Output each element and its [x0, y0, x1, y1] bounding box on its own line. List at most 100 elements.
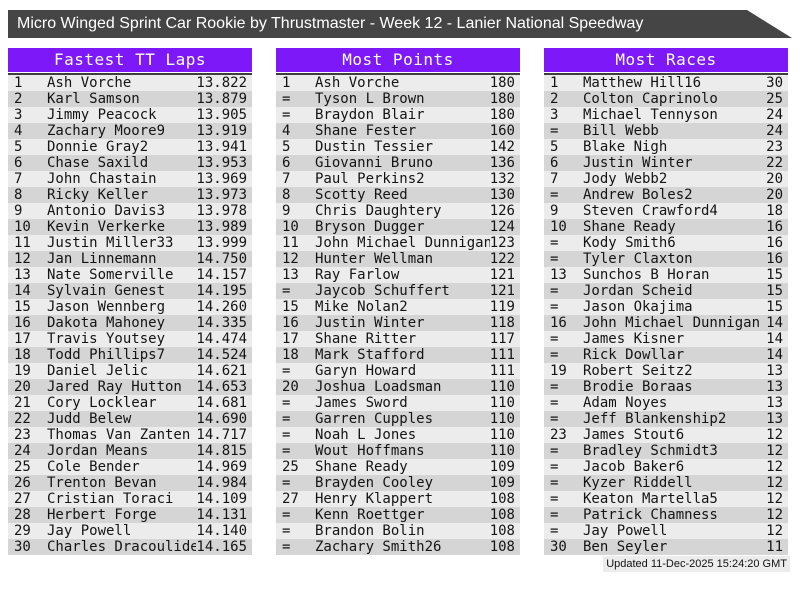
table-row: 7 Jody Webb2 20 — [544, 171, 788, 187]
value-cell: 13.989 — [196, 219, 247, 235]
driver-name-cell: Chris Daughtery — [315, 203, 442, 219]
table-row: 22 Judd Belew 14.690 — [8, 411, 252, 427]
rank-cell: 18 — [14, 347, 31, 363]
driver-name-cell: Steven Crawford4 — [583, 203, 718, 219]
driver-name-cell: Brodie Boraas — [583, 379, 693, 395]
rank-cell: 5 — [14, 139, 23, 155]
driver-name-cell: Dustin Tessier — [315, 139, 434, 155]
value-cell: 110 — [489, 395, 515, 411]
rank-cell: 23 — [550, 427, 567, 443]
value-cell: 14 — [766, 331, 783, 347]
value-cell: 109 — [489, 459, 515, 475]
rank-cell: 27 — [14, 491, 31, 507]
value-cell: 11 — [766, 539, 783, 555]
driver-name-cell: Justin Miller33 — [47, 235, 174, 251]
table-row: 1 Ash Vorche 13.822 — [8, 75, 252, 91]
driver-name-cell: Dakota Mahoney — [47, 315, 166, 331]
value-cell: 24 — [766, 123, 783, 139]
table-row: = Garren Cupples 110 — [276, 411, 520, 427]
table-row: 16 Dakota Mahoney 14.335 — [8, 315, 252, 331]
table-row: 13 Ray Farlow 121 — [276, 267, 520, 283]
driver-name-cell: Todd Phillips7 — [47, 347, 166, 363]
value-cell: 13.905 — [196, 107, 247, 123]
table-row: 1 Matthew Hill16 30 — [544, 75, 788, 91]
table-row: = Jaycob Schuffert 121 — [276, 283, 520, 299]
value-cell: 180 — [489, 107, 515, 123]
value-cell: 13.822 — [196, 75, 247, 91]
driver-name-cell: Jared Ray Hutton — [47, 379, 182, 395]
table-row: 7 Paul Perkins2 132 — [276, 171, 520, 187]
rank-cell: = — [282, 107, 291, 123]
value-cell: 25 — [766, 91, 783, 107]
driver-name-cell: Zachary Smith26 — [315, 539, 442, 555]
rank-cell: = — [550, 411, 559, 427]
value-cell: 13.953 — [196, 155, 247, 171]
rank-cell: = — [550, 443, 559, 459]
rank-cell: 8 — [14, 187, 23, 203]
value-cell: 108 — [489, 539, 515, 555]
value-cell: 20 — [766, 171, 783, 187]
rank-cell: = — [282, 507, 291, 523]
driver-name-cell: Ben Seyler — [583, 539, 668, 555]
rank-cell: 16 — [282, 315, 299, 331]
value-cell: 14.335 — [196, 315, 247, 331]
driver-name-cell: Brandon Bolin — [315, 523, 425, 539]
rank-cell: = — [550, 347, 559, 363]
driver-name-cell: Henry Klappert — [315, 491, 434, 507]
rank-cell: 27 — [282, 491, 299, 507]
table-row: = Kyzer Riddell 12 — [544, 475, 788, 491]
driver-name-cell: Garren Cupples — [315, 411, 434, 427]
value-cell: 24 — [766, 107, 783, 123]
driver-name-cell: Jeff Blankenship2 — [583, 411, 727, 427]
table-row: 25 Cole Bender 14.969 — [8, 459, 252, 475]
driver-name-cell: John Michael Dunnigan — [583, 315, 761, 331]
value-cell: 130 — [489, 187, 515, 203]
table-row: 5 Dustin Tessier 142 — [276, 139, 520, 155]
table-row: 3 Michael Tennyson 24 — [544, 107, 788, 123]
driver-name-cell: Jimmy Peacock — [47, 107, 157, 123]
rank-cell: = — [282, 395, 291, 411]
table-row: = Adam Noyes 13 — [544, 395, 788, 411]
table-row: 10 Kevin Verkerke 13.989 — [8, 219, 252, 235]
rank-cell: = — [550, 491, 559, 507]
table-row: 28 Herbert Forge 14.131 — [8, 507, 252, 523]
table-row: 12 Hunter Wellman 122 — [276, 251, 520, 267]
rank-cell: 20 — [14, 379, 31, 395]
rank-cell: 2 — [550, 91, 559, 107]
driver-name-cell: Daniel Jelic — [47, 363, 149, 379]
driver-name-cell: Bryson Dugger — [315, 219, 425, 235]
rank-cell: = — [550, 379, 559, 395]
rank-cell: 9 — [14, 203, 23, 219]
boards-container: Fastest TT Laps 1 Ash Vorche 13.822 2 Ka… — [8, 48, 788, 555]
table-row: 10 Shane Ready 16 — [544, 219, 788, 235]
driver-name-cell: Adam Noyes — [583, 395, 668, 411]
table-row: 16 Justin Winter 118 — [276, 315, 520, 331]
value-cell: 14.653 — [196, 379, 247, 395]
rank-cell: = — [550, 299, 559, 315]
table-row: 5 Donnie Gray2 13.941 — [8, 139, 252, 155]
table-row: 4 Zachary Moore9 13.919 — [8, 123, 252, 139]
driver-name-cell: John Michael Dunnigan — [315, 235, 490, 251]
rank-cell: 6 — [550, 155, 559, 171]
table-row: 10 Bryson Dugger 124 — [276, 219, 520, 235]
rank-cell: 9 — [282, 203, 291, 219]
table-row: = Noah L Jones 110 — [276, 427, 520, 443]
value-cell: 124 — [489, 219, 515, 235]
value-cell: 12 — [766, 523, 783, 539]
rank-cell: = — [282, 363, 291, 379]
value-cell: 14.621 — [196, 363, 247, 379]
rank-cell: 25 — [14, 459, 31, 475]
rank-cell: 11 — [282, 235, 299, 251]
rank-cell: 16 — [550, 315, 567, 331]
driver-name-cell: Jody Webb2 — [583, 171, 668, 187]
table-row: = Tyson L Brown 180 — [276, 91, 520, 107]
value-cell: 18 — [766, 203, 783, 219]
value-cell: 14.131 — [196, 507, 247, 523]
driver-name-cell: Thomas Van Zanten — [47, 427, 191, 443]
leaderboard-rows: 1 Ash Vorche 13.822 2 Karl Samson 13.879… — [8, 73, 252, 555]
driver-name-cell: Jay Powell — [583, 523, 668, 539]
value-cell: 13 — [766, 395, 783, 411]
table-row: 2 Karl Samson 13.879 — [8, 91, 252, 107]
table-row: 17 Travis Youtsey 14.474 — [8, 331, 252, 347]
